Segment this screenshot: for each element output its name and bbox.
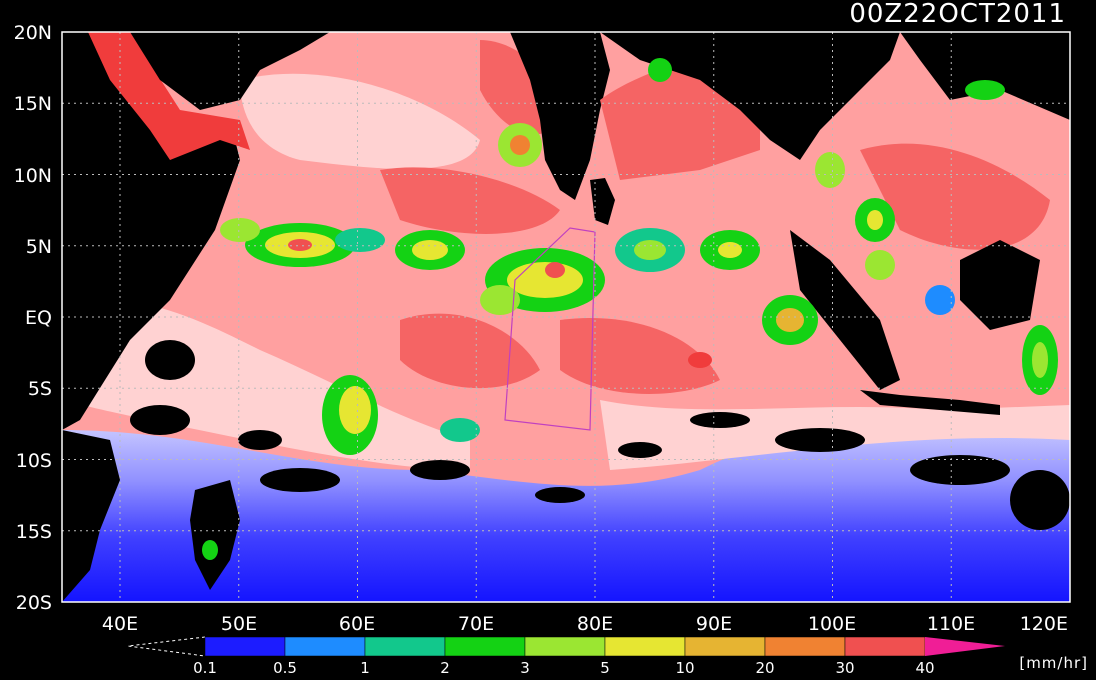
colorbar-swatch <box>684 636 766 657</box>
colorbar-swatch <box>204 636 286 657</box>
land-madagascar <box>190 480 240 590</box>
lon-label: 40E <box>102 613 138 635</box>
land-sri-lanka <box>590 178 615 225</box>
colorbar-swatches <box>204 636 926 657</box>
lat-label: 10S <box>16 450 52 472</box>
lat-label: EQ <box>25 307 52 329</box>
colorbar-swatch <box>524 636 606 657</box>
colorbar-under-arrow <box>127 636 206 657</box>
lon-label: 50E <box>221 613 257 635</box>
lat-label: 10N <box>14 165 52 187</box>
colorbar-swatch <box>284 636 366 657</box>
lat-label: 15S <box>16 521 52 543</box>
colorbar-swatch <box>604 636 686 657</box>
land-africa-south <box>62 430 120 602</box>
colorbar-tick-label: 5 <box>600 659 610 677</box>
map-frame <box>61 31 1071 603</box>
map-title: 00Z22OCT2011 <box>849 0 1066 29</box>
map-panel <box>61 31 1071 603</box>
lon-label: 60E <box>339 613 375 635</box>
no-rain-patches <box>130 340 1070 530</box>
lon-label: 90E <box>696 613 732 635</box>
colorbar-tick-label: 10 <box>675 659 694 677</box>
lat-label: 20S <box>16 592 52 614</box>
land-java <box>860 390 1000 415</box>
moderate-rain-patch <box>380 167 560 234</box>
lat-label: 15N <box>14 93 52 115</box>
colorbar-swatch <box>844 636 926 657</box>
moderate-rain-patch <box>400 313 540 389</box>
region-outline <box>504 227 596 431</box>
land-arabia <box>130 32 330 110</box>
lat-label: 5S <box>28 378 52 400</box>
colorbar-tick-label: 1 <box>360 659 370 677</box>
land-india <box>510 32 610 200</box>
land-borneo <box>960 240 1040 330</box>
colorbar-ticks: 0.1 0.5 1 2 3 5 10 20 30 40 <box>193 659 934 677</box>
colorbar-unit: [mm/hr] <box>1019 654 1088 672</box>
pale-rain-arabian-sea <box>240 73 480 169</box>
lon-label: 100E <box>808 613 856 635</box>
southern-low-rain-region <box>62 416 1070 602</box>
moderate-rain-patch <box>860 143 1050 250</box>
moderate-rain-patch <box>560 318 720 394</box>
lon-label: 120E <box>1020 613 1068 635</box>
colorbar-tick-label: 30 <box>835 659 854 677</box>
land-sumatra <box>790 230 900 390</box>
colorbar-tick-label: 0.1 <box>193 659 217 677</box>
colorbar-tick-label: 2 <box>440 659 450 677</box>
lon-label: 70E <box>458 613 494 635</box>
colorbar: 0.1 0.5 1 2 3 5 10 20 30 40 [mm/hr] <box>127 636 1088 677</box>
colorbar-swatch <box>764 636 846 657</box>
colorbar-tick-label: 0.5 <box>273 659 297 677</box>
longitude-labels: 40E 50E 60E 70E 80E 90E 100E 110E 120E <box>102 613 1068 635</box>
lon-label: 80E <box>577 613 613 635</box>
colorbar-tick-label: 3 <box>520 659 530 677</box>
land-southeast-asia <box>600 32 900 160</box>
colorbar-swatch <box>444 636 526 657</box>
colorbar-tick-label: 40 <box>915 659 934 677</box>
colorbar-tick-label: 20 <box>755 659 774 677</box>
lat-label: 20N <box>14 22 52 44</box>
latitude-labels: 20N 15N 10N 5N EQ 5S 10S 15S 20S <box>14 22 52 614</box>
gulf-of-aden-rain <box>88 32 250 160</box>
lon-label: 110E <box>927 613 975 635</box>
colorbar-swatch <box>364 636 446 657</box>
lat-label: 5N <box>26 236 52 258</box>
map-gridlines <box>62 32 1070 602</box>
convection-cells <box>202 58 1058 560</box>
colorbar-over-arrow <box>925 637 1005 656</box>
land-indochina <box>900 32 1070 120</box>
